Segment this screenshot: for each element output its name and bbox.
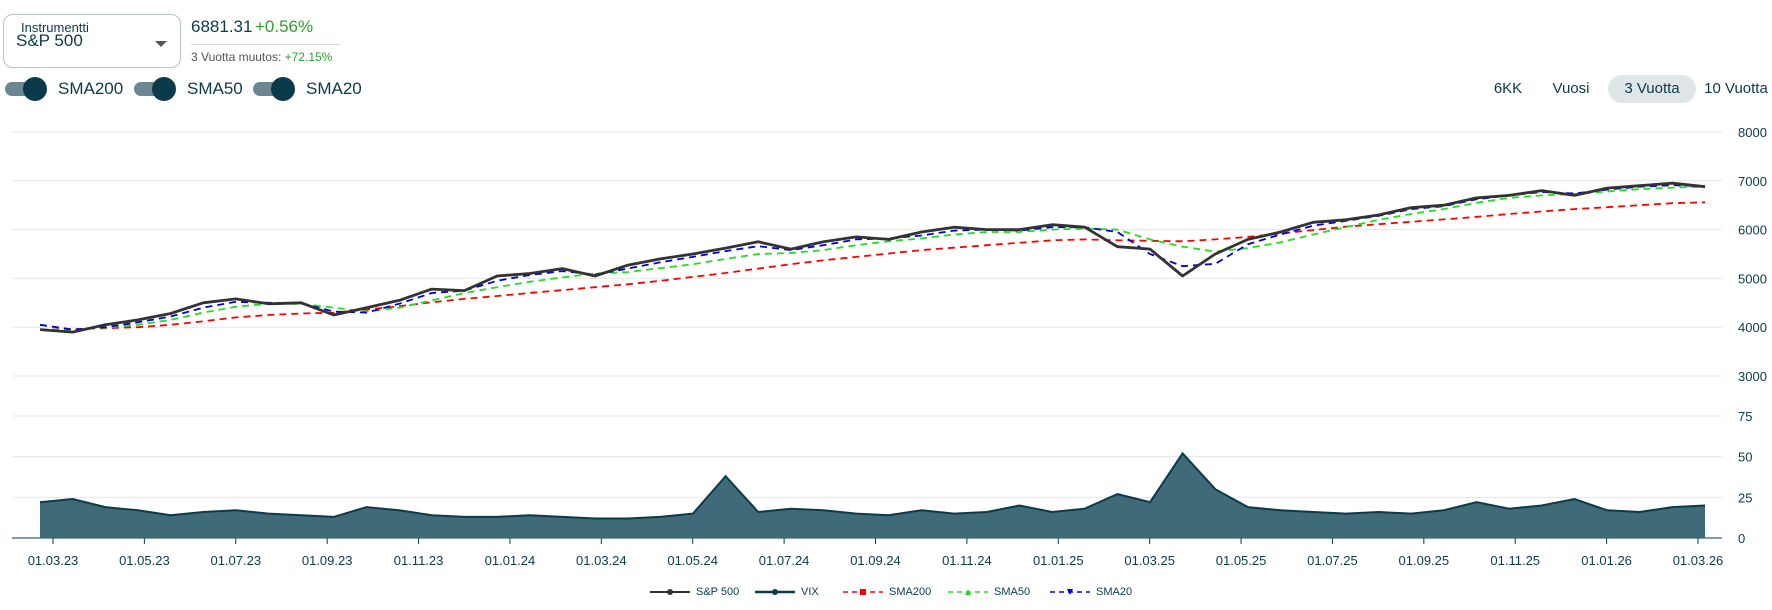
legend-label: VIX [801,586,819,598]
x-tick-label: 01.07.23 [210,553,261,568]
x-tick-label: 01.09.24 [850,553,901,568]
toggle-track[interactable] [5,77,47,101]
x-tick-label: 01.01.24 [485,553,536,568]
x-tick-label: 01.05.25 [1216,553,1267,568]
legend-label: SMA20 [1096,586,1133,598]
x-tick-label: 01.03.26 [1673,553,1724,568]
vix-line [39,451,1706,520]
x-tick-label: 01.09.23 [302,553,353,568]
y-tick-label: 25 [1738,490,1752,505]
period-change: 3 Vuotta muutos: +72.15% [191,50,332,64]
x-tick-label: 01.03.24 [576,553,627,568]
y-tick-label: 7000 [1738,174,1767,189]
sp500-line [39,181,1706,334]
period-change-value: +72.15% [284,50,333,64]
toggle-track[interactable] [253,77,295,101]
x-tick-label: 01.05.24 [667,553,718,568]
range-10-vuotta-button[interactable]: 10 Vuotta [1704,80,1768,97]
y-tick-label: 8000 [1738,125,1767,140]
y-tick-label: 5000 [1738,271,1767,286]
sma50-line [40,185,1706,331]
current-price: 6881.31 [191,17,253,36]
legend-vix[interactable]: VIX [755,586,819,598]
x-tick-label: 01.07.24 [759,553,810,568]
x-tick-label: 01.03.23 [28,553,79,568]
legend-label: S&P 500 [696,586,740,598]
toggle-label: SMA50 [187,79,243,98]
instrument-value[interactable]: S&P 500 [16,31,83,50]
legend-sma50[interactable]: SMA50 [948,586,1030,598]
x-tick-label: 01.01.25 [1033,553,1084,568]
y-tick-label: 3000 [1738,369,1767,384]
toggle-track[interactable] [134,77,176,101]
toggle-sma200[interactable]: SMA200 [5,77,123,101]
toggle-sma20[interactable]: SMA20 [253,77,362,101]
legend-sma200[interactable]: SMA200 [843,586,931,598]
legend-sma20[interactable]: SMA20 [1050,586,1132,598]
legend-label: SMA200 [889,586,932,598]
legend-sp500[interactable]: S&P 500 [650,586,739,598]
vix-area [40,453,1705,538]
legend-label: SMA50 [994,586,1031,598]
y-tick-label: 0 [1738,531,1745,546]
x-tick-label: 01.05.23 [119,553,170,568]
y-tick-label: 4000 [1738,320,1767,335]
toggle-knob[interactable] [23,77,47,101]
range-3-vuotta-button[interactable]: 3 Vuotta [1608,75,1696,103]
x-tick-label: 01.07.25 [1307,553,1358,568]
y-tick-label: 75 [1738,409,1752,424]
x-tick-label: 01.01.26 [1581,553,1632,568]
period-change-label: 3 Vuotta muutos: [191,50,282,64]
divider [191,44,341,45]
sma200-line [39,201,1706,331]
range-vuosi-button[interactable]: Vuosi [1552,80,1590,97]
x-tick-label: 01.03.25 [1124,553,1175,568]
x-tick-label: 01.11.23 [394,553,444,568]
toggle-label: SMA200 [58,79,124,98]
x-tick-label: 01.11.25 [1490,553,1540,568]
range-6kk-button[interactable]: 6KK [1493,80,1523,97]
toggle-knob[interactable] [152,77,176,101]
chevron-down-icon[interactable] [155,41,167,47]
x-tick-label: 01.09.25 [1399,553,1450,568]
instrument-legend: Instrumentti [17,20,93,35]
toggle-label: SMA20 [306,79,362,98]
daily-change: +0.56% [255,17,314,36]
y-tick-label: 6000 [1738,223,1767,238]
y-tick-label: 50 [1738,450,1752,465]
instrument-select[interactable]: Instrumentti [3,14,181,68]
toggle-sma50[interactable]: SMA50 [134,77,243,101]
toggle-knob[interactable] [271,77,295,101]
x-tick-label: 01.11.24 [942,553,992,568]
